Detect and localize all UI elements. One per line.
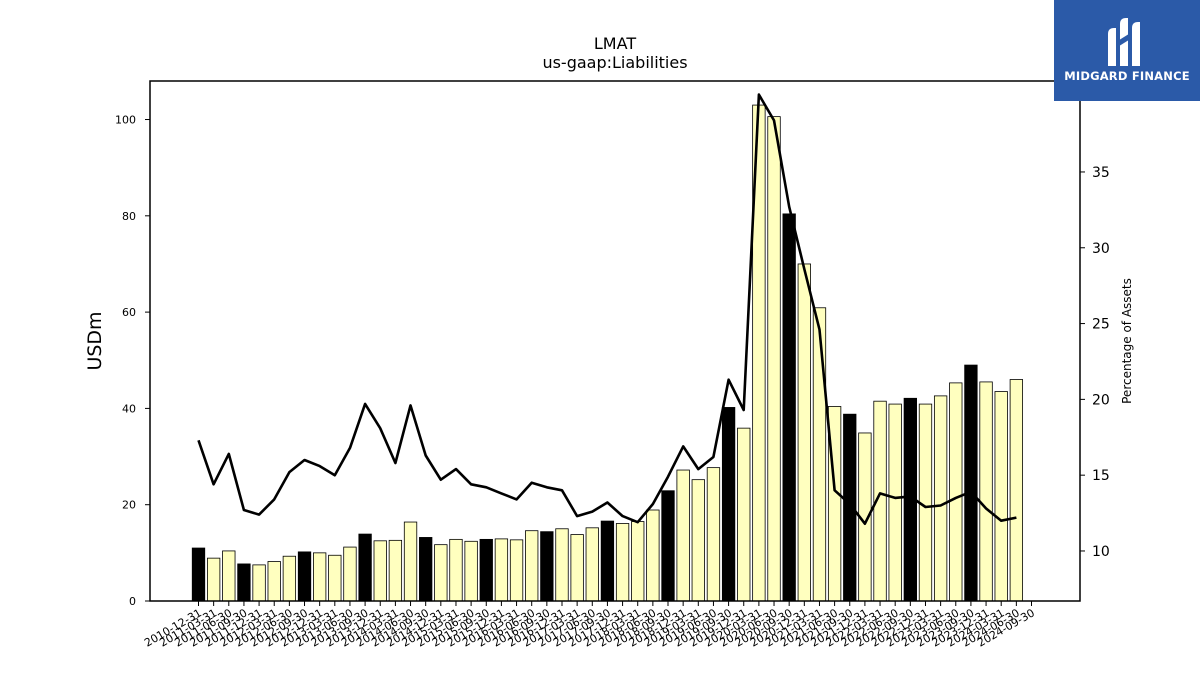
bar xyxy=(615,523,630,602)
bar xyxy=(494,538,509,602)
bar xyxy=(555,528,569,602)
y2-tick-label: 20 xyxy=(1092,392,1110,408)
bar xyxy=(373,540,387,602)
bar xyxy=(419,537,433,602)
bar xyxy=(403,521,418,602)
bar xyxy=(282,555,297,602)
bar xyxy=(888,403,902,602)
bar xyxy=(388,539,403,602)
bar xyxy=(449,538,463,602)
bar xyxy=(767,116,781,602)
bar xyxy=(646,509,660,602)
bar xyxy=(782,213,796,602)
bar xyxy=(313,552,327,602)
bar xyxy=(661,490,675,602)
bar xyxy=(509,539,524,602)
chart-title: LMAT xyxy=(594,34,636,53)
bar xyxy=(479,538,493,602)
bar xyxy=(1009,379,1024,602)
bar xyxy=(964,364,978,602)
bar xyxy=(979,381,993,602)
line-series xyxy=(197,93,1017,526)
bar xyxy=(600,520,615,602)
bar xyxy=(267,561,281,602)
y-axis-label: USDm xyxy=(84,311,106,370)
y-tick-label: 60 xyxy=(122,306,136,319)
bar xyxy=(812,307,827,602)
bar xyxy=(721,407,736,602)
bar xyxy=(464,540,478,602)
brand-name: MIDGARD FINANCE xyxy=(1064,69,1190,83)
y-tick-label: 20 xyxy=(122,499,136,512)
bar xyxy=(676,469,690,602)
bar xyxy=(797,263,811,602)
bar xyxy=(252,564,266,602)
y2-tick-label: 10 xyxy=(1092,544,1110,560)
bar xyxy=(358,533,372,602)
bar xyxy=(525,530,539,602)
y-tick-label: 100 xyxy=(115,114,136,127)
bar xyxy=(706,467,721,602)
bar xyxy=(540,531,554,602)
y-tick-label: 0 xyxy=(129,595,136,608)
y2-tick-label: 25 xyxy=(1092,317,1110,333)
bar xyxy=(737,427,751,602)
bar xyxy=(585,527,599,602)
y2-tick-label: 15 xyxy=(1092,468,1110,484)
chart-subtitle: us-gaap:Liabilities xyxy=(542,53,687,72)
bar-series xyxy=(191,104,1024,602)
plot-frame xyxy=(149,80,1081,602)
bar xyxy=(191,547,206,602)
y-tick-label: 80 xyxy=(122,210,136,223)
bar xyxy=(237,563,251,602)
percentage-line xyxy=(197,93,1017,526)
bar xyxy=(570,534,584,602)
y-tick-label: 40 xyxy=(122,402,136,415)
y2-tick-label: 35 xyxy=(1092,165,1110,181)
axes: 020406080100101520253035402010-12-312011… xyxy=(115,80,1110,650)
bar xyxy=(297,551,312,602)
bar xyxy=(994,391,1008,602)
bar xyxy=(933,395,948,602)
bar xyxy=(949,382,963,602)
bar xyxy=(206,557,221,602)
bar xyxy=(343,546,357,602)
bar xyxy=(691,479,705,602)
bar xyxy=(434,544,448,602)
midgard-logo-icon xyxy=(1108,18,1140,66)
bar xyxy=(328,554,342,602)
bar xyxy=(631,521,645,602)
bar xyxy=(222,550,236,602)
brand-logo: MIDGARD FINANCE xyxy=(1054,0,1200,101)
y2-axis-label: Percentage of Assets xyxy=(1120,278,1134,404)
y2-tick-label: 30 xyxy=(1092,241,1110,257)
